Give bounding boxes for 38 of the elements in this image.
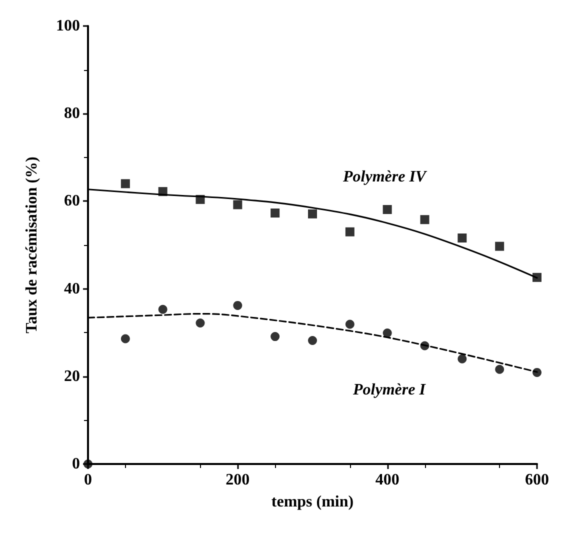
- x-tick-label: 400: [375, 472, 400, 488]
- point: [420, 341, 430, 350]
- point: [233, 300, 242, 310]
- annotation: Polymère IV: [342, 168, 428, 186]
- point: [158, 304, 168, 314]
- y-tick-label: 80: [64, 105, 80, 122]
- point: [532, 368, 542, 377]
- point: [158, 187, 168, 196]
- point: [233, 200, 242, 210]
- x-tick-label: 600: [525, 472, 549, 488]
- point: [345, 320, 354, 329]
- point: [495, 242, 504, 251]
- point: [495, 364, 504, 374]
- point: [196, 194, 205, 204]
- point: [308, 336, 317, 345]
- y-tick-label: 100: [56, 18, 80, 34]
- point: [532, 272, 542, 282]
- y-tick-label: 40: [64, 280, 80, 298]
- y-tick-label: 20: [64, 368, 80, 385]
- point: [382, 205, 392, 214]
- point: [458, 354, 467, 364]
- x-tick-label: 200: [226, 472, 250, 488]
- y-axis-title: Taux de racémisation (%): [24, 156, 40, 334]
- point: [270, 208, 280, 218]
- point: [120, 179, 130, 188]
- point: [196, 318, 205, 328]
- x-axis-title: temps (min): [271, 494, 354, 510]
- point: [270, 332, 280, 342]
- y-tick-label: 0: [72, 456, 80, 472]
- y-tick-label: 60: [64, 192, 80, 210]
- point: [308, 209, 317, 218]
- point: [345, 227, 354, 236]
- annotation: Polymère I: [352, 382, 426, 398]
- point: [420, 215, 430, 224]
- point: [382, 328, 392, 338]
- point: [120, 334, 130, 344]
- point: [458, 233, 467, 242]
- x-tick-label: 0: [84, 472, 92, 488]
